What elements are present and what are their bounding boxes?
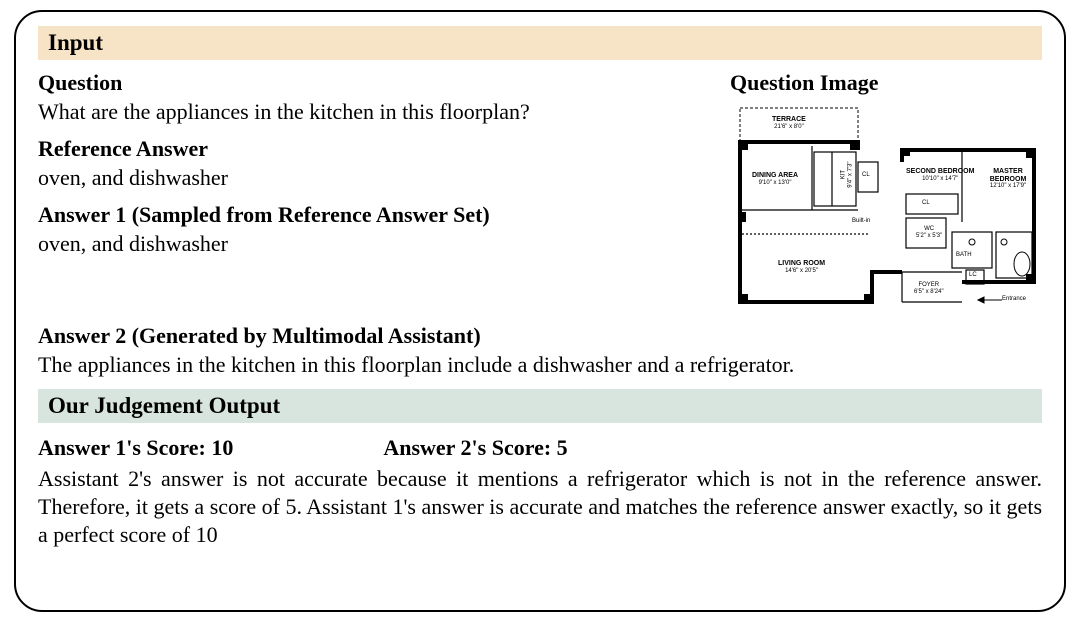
answer2-score: Answer 2's Score: 5 [383, 435, 567, 461]
right-column: Question Image [702, 70, 1042, 317]
content-row: Question What are the appliances in the … [38, 70, 1042, 317]
floorplan-image: TERRACE 21'6" x 8'0" DINING AREA 9'10" x… [702, 102, 1042, 317]
reference-answer-text: oven, and dishwasher [38, 164, 684, 192]
answer1-text: oven, and dishwasher [38, 230, 684, 258]
fp-label-cl1: CL [862, 172, 870, 179]
question-block: Question What are the appliances in the … [38, 70, 684, 126]
fp-label-lc: LC [969, 272, 977, 279]
explanation-text: Assistant 2's answer is not accurate bec… [38, 465, 1042, 549]
answer2-heading: Answer 2 (Generated by Multimodal Assist… [38, 323, 1042, 349]
output-banner: Our Judgement Output [38, 389, 1042, 423]
fp-label-builtin: Built-in [852, 218, 870, 225]
left-column: Question What are the appliances in the … [38, 70, 684, 317]
question-image-heading: Question Image [702, 70, 1042, 96]
question-text: What are the appliances in the kitchen i… [38, 98, 684, 126]
fp-label-cl2: CL [922, 200, 930, 207]
reference-answer-heading: Reference Answer [38, 136, 684, 162]
scores-row: Answer 1's Score: 10 Answer 2's Score: 5 [38, 435, 1042, 461]
answer2-text: The appliances in the kitchen in this fl… [38, 351, 1042, 379]
answer1-score: Answer 1's Score: 10 [38, 435, 233, 461]
fp-label-wc: WC 5'2" x 5'3" [916, 226, 942, 239]
fp-label-kitchen: KIT 9'4" x 7'3" [841, 161, 854, 187]
fp-label-living-room: LIVING ROOM 14'6" x 20'5" [778, 260, 825, 274]
fp-label-dining: DINING AREA 9'10" x 13'0" [752, 172, 798, 186]
fp-label-entrance: Entrance [1002, 296, 1026, 303]
example-card: Input Question What are the appliances i… [14, 10, 1066, 612]
answer2-block: Answer 2 (Generated by Multimodal Assist… [38, 323, 1042, 379]
question-heading: Question [38, 70, 684, 96]
answer1-heading: Answer 1 (Sampled from Reference Answer … [38, 202, 684, 228]
output-banner-label: Our Judgement Output [48, 393, 280, 418]
input-banner-label: Input [48, 30, 103, 55]
reference-answer-block: Reference Answer oven, and dishwasher [38, 136, 684, 192]
input-banner: Input [38, 26, 1042, 60]
fp-label-second-bedroom: SECOND BEDROOM 10'10" x 14'7" [906, 168, 974, 182]
fp-label-bath: BATH [956, 252, 972, 259]
fp-label-master-bedroom: MASTER BEDROOM 12'10" x 17'9" [974, 168, 1042, 190]
fp-label-terrace: TERRACE 21'6" x 8'0" [772, 116, 806, 130]
floorplan-svg [702, 102, 1042, 317]
fp-label-foyer: FOYER 6'5" x 8'24" [914, 282, 944, 295]
answer1-block: Answer 1 (Sampled from Reference Answer … [38, 202, 684, 258]
